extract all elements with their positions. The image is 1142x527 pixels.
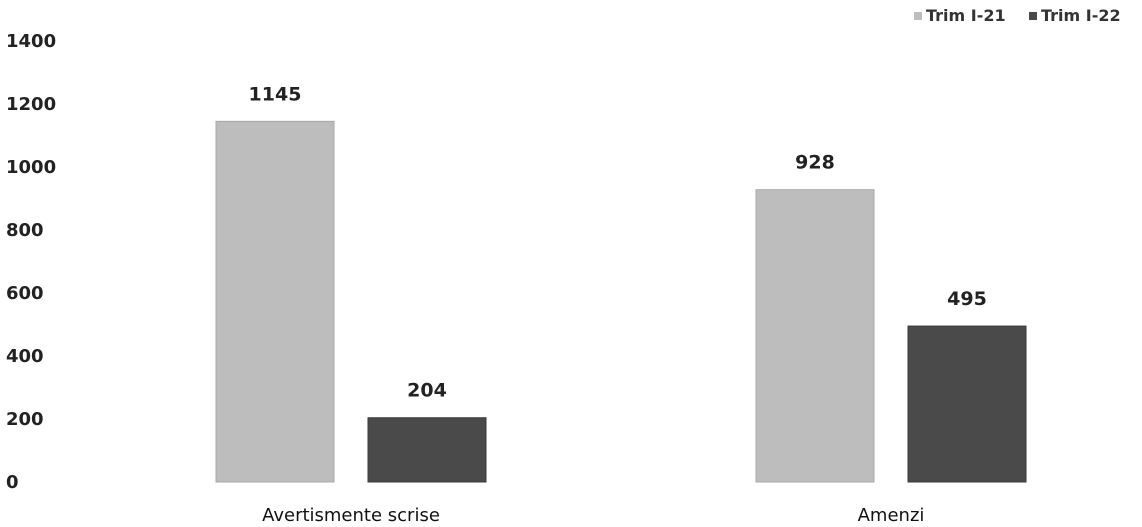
- y-tick-label: 600: [6, 283, 44, 304]
- y-tick-label: 400: [6, 346, 44, 367]
- x-category-label: Amenzi: [858, 505, 925, 526]
- bars-group: [215, 120, 1027, 483]
- data-label: 495: [947, 288, 987, 310]
- bar-trim-i-22: [367, 417, 487, 483]
- y-tick-label: 1200: [6, 94, 56, 115]
- y-tick-label: 800: [6, 220, 44, 241]
- legend-swatch: [914, 12, 922, 20]
- x-axis: Avertismente scrise Amenzi: [262, 505, 924, 526]
- data-label: 928: [795, 152, 835, 174]
- y-tick-label: 200: [6, 409, 44, 430]
- legend-swatch: [1029, 12, 1037, 20]
- y-tick-label: 0: [6, 472, 19, 493]
- y-axis: 0 200 400 600 800 1000 1200 1400: [6, 31, 56, 493]
- y-tick-label: 1000: [6, 157, 56, 178]
- bar-trim-i-21: [215, 120, 335, 483]
- x-category-label: Avertismente scrise: [262, 505, 440, 526]
- data-label: 204: [407, 380, 447, 402]
- data-label: 1145: [249, 83, 302, 105]
- data-labels-group: 1145 204 928 495: [249, 83, 987, 401]
- legend-label: Trim I-22: [1041, 6, 1121, 25]
- legend: Trim I-21 Trim I-22: [914, 6, 1121, 25]
- bar-trim-i-21: [755, 189, 875, 483]
- y-tick-label: 1400: [6, 31, 56, 52]
- legend-label: Trim I-21: [926, 6, 1006, 25]
- bar-trim-i-22: [907, 325, 1027, 483]
